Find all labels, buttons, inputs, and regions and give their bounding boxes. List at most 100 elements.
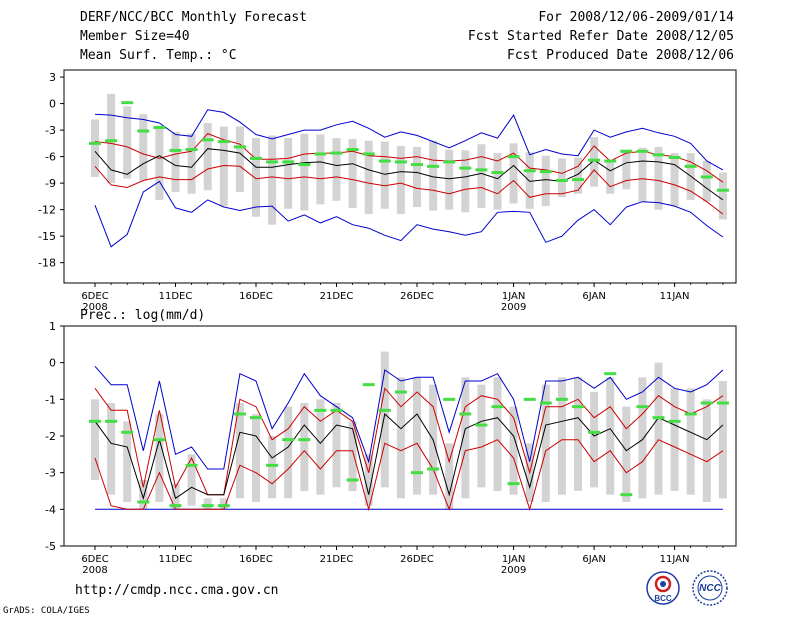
panel-prec-marker	[700, 401, 713, 405]
panel-temp-marker	[298, 163, 311, 167]
panel-temp-marker	[652, 153, 665, 157]
panel-temp-max-line	[94, 109, 724, 171]
panel-temp-box	[493, 153, 502, 210]
panel-temp-marker	[604, 159, 617, 163]
panel-temp-marker	[362, 152, 375, 156]
panel-prec-box	[332, 403, 341, 488]
panel-temp-box	[541, 155, 550, 207]
panel-temp-marker	[266, 160, 279, 164]
panel-temp-box	[139, 114, 148, 181]
panel-temp-box	[268, 135, 277, 225]
panel-temp-marker	[475, 168, 488, 172]
panel-temp-marker	[121, 101, 134, 105]
panel-prec-marker	[491, 405, 504, 409]
panel-prec-box	[606, 377, 615, 495]
panel-temp-box	[574, 157, 582, 194]
panel-prec-marker	[121, 430, 134, 434]
bcc-logo-label: BCC	[654, 594, 672, 603]
panel-prec-ytick-label: -4	[45, 503, 56, 516]
panel-prec-box	[316, 399, 325, 495]
panel-prec-marker	[459, 412, 472, 416]
panel-prec-box	[155, 414, 164, 502]
panel-temp-box	[171, 131, 180, 192]
panel-temp-frame	[63, 69, 737, 284]
panel-prec-marker	[105, 419, 118, 423]
panel-prec-marker	[169, 504, 182, 508]
panel-prec-marker	[668, 419, 681, 423]
panel-temp-box	[396, 146, 405, 215]
panel-prec-ytick-label: -1	[45, 393, 56, 406]
panel-prec-marker	[523, 397, 536, 401]
panel-prec-xtick-label: 11JAN	[660, 554, 690, 565]
panel-temp-marker	[668, 155, 681, 159]
panel-prec-box	[364, 454, 373, 506]
panel-temp-mean-line	[94, 148, 724, 201]
panel-prec-marker	[137, 500, 150, 504]
panel-temp-box	[606, 160, 615, 194]
panel-prec-box	[718, 381, 727, 499]
panel-prec-marker	[298, 438, 311, 442]
panel-prec-xtick-label: 11DEC	[159, 554, 193, 565]
panel-prec-xtick-label: 1JAN	[502, 554, 525, 565]
panel-prec-box	[348, 421, 357, 491]
panel-temp-xtick-label: 21DEC	[320, 291, 354, 302]
ncc-logo-icon: NCC	[692, 570, 728, 606]
panel-prec-box	[557, 377, 566, 495]
panel-temp-box	[461, 150, 470, 213]
panel-temp-box	[300, 133, 309, 211]
panel-prec-box	[654, 362, 663, 495]
panel-temp-min-line	[94, 180, 724, 248]
panel-prec-box	[107, 403, 116, 495]
panel-temp-box	[557, 158, 566, 198]
panel-temp-marker	[233, 145, 246, 149]
panel-prec-marker	[233, 412, 246, 416]
panel-prec-ytick-label: -3	[45, 467, 56, 480]
footer-url[interactable]: http://cmdp.ncc.cma.gov.cn	[75, 583, 279, 598]
forecast-period: For 2008/12/06-2009/01/14	[538, 10, 734, 25]
panel-prec-mean-line	[94, 413, 724, 501]
member-size: Member Size=40	[80, 29, 190, 44]
panel-temp-marker	[716, 188, 729, 192]
panel-temp-box	[525, 152, 534, 209]
panel-temp-marker	[507, 155, 520, 159]
panel-prec-box	[574, 377, 582, 491]
panel-temp-box	[284, 138, 293, 209]
panel-temp-box	[107, 93, 116, 184]
panel-temp-marker	[491, 171, 504, 175]
panel-temp-marker	[523, 169, 536, 173]
panel-temp-xtick-label: 6JAN	[582, 291, 605, 302]
panel-temp-marker	[282, 160, 295, 164]
panel-temp-ytick-label: -12	[38, 204, 56, 217]
panel-prec-box	[477, 384, 486, 488]
panel-prec-xtick-year: 2009	[501, 565, 526, 576]
panel-temp-marker	[443, 160, 456, 164]
panel-temp-marker	[169, 148, 182, 152]
panel-prec-marker	[684, 412, 697, 416]
panel-prec-box	[638, 377, 647, 499]
ncc-logo-label: NCC	[699, 583, 721, 594]
panel-temp-ytick-label: 3	[49, 71, 56, 84]
lower-panel-title: Prec.: log(mm/d)	[80, 308, 206, 323]
panel-temp-box	[187, 133, 196, 194]
panel-temp-xtick-label: 11JAN	[660, 291, 690, 302]
panel-prec-box	[590, 392, 599, 488]
panel-prec-ytick-label: -2	[45, 430, 56, 443]
panel-temp-box	[91, 119, 99, 177]
panel-prec-xtick-label: 21DEC	[320, 554, 354, 565]
panel-temp-marker	[700, 175, 713, 179]
panel-temp-xtick-label: 6DEC	[81, 291, 108, 302]
panel-temp-box	[348, 138, 357, 208]
panel-prec-marker	[716, 401, 729, 405]
panel-temp-box	[155, 126, 164, 200]
panel-temp-ytick-label: -15	[38, 230, 56, 243]
panel-prec-box	[252, 414, 260, 502]
panel-prec-box	[123, 421, 132, 502]
panel-temp-marker	[394, 160, 407, 164]
panel-temp-box	[235, 126, 244, 192]
panel-temp-marker	[185, 148, 198, 152]
panel-temp-xtick-year: 2009	[501, 302, 526, 313]
panel-prec-marker	[330, 408, 343, 412]
panel-prec-marker	[555, 397, 568, 401]
panel-prec-box	[702, 399, 711, 502]
